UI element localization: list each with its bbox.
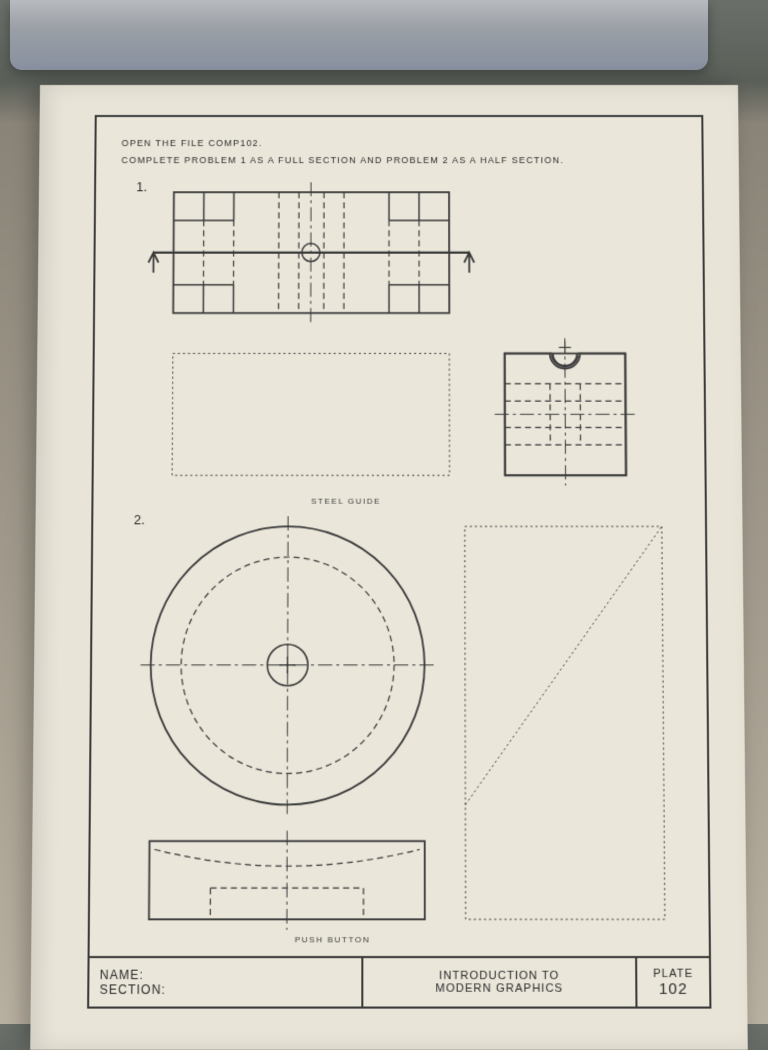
worksheet-page: OPEN THE FILE COMP102. COMPLETE PROBLEM … bbox=[30, 85, 748, 1050]
p1-top-view bbox=[148, 182, 474, 323]
plate-label: PLATE bbox=[653, 967, 693, 980]
titleblock-name-section: NAME: SECTION: bbox=[89, 958, 363, 1006]
p1-front-phantom bbox=[172, 353, 449, 475]
titleblock-plate: PLATE 102 bbox=[637, 958, 709, 1006]
section-label: SECTION: bbox=[100, 982, 352, 997]
technical-drawing bbox=[110, 177, 688, 956]
instructions: OPEN THE FILE COMP102. COMPLETE PROBLEM … bbox=[121, 135, 676, 169]
course-line-2: MODERN GRAPHICS bbox=[435, 982, 563, 995]
laptop-edge bbox=[10, 0, 708, 70]
p2-front-view bbox=[149, 831, 425, 930]
instruction-line-1: OPEN THE FILE COMP102. bbox=[121, 135, 676, 152]
instruction-line-2: COMPLETE PROBLEM 1 AS A FULL SECTION AND… bbox=[121, 152, 676, 169]
drawing-area bbox=[110, 177, 688, 956]
p2-side-phantom bbox=[465, 526, 665, 919]
title-block: NAME: SECTION: INTRODUCTION TO MODERN GR… bbox=[89, 956, 709, 1007]
course-line-1: INTRODUCTION TO bbox=[439, 970, 559, 983]
name-label: NAME: bbox=[100, 968, 351, 983]
drawing-frame: OPEN THE FILE COMP102. COMPLETE PROBLEM … bbox=[87, 115, 711, 1009]
p2-top-view bbox=[139, 516, 434, 815]
plate-number: 102 bbox=[659, 980, 688, 998]
titleblock-course: INTRODUCTION TO MODERN GRAPHICS bbox=[363, 958, 637, 1006]
p1-side-view bbox=[495, 338, 637, 485]
